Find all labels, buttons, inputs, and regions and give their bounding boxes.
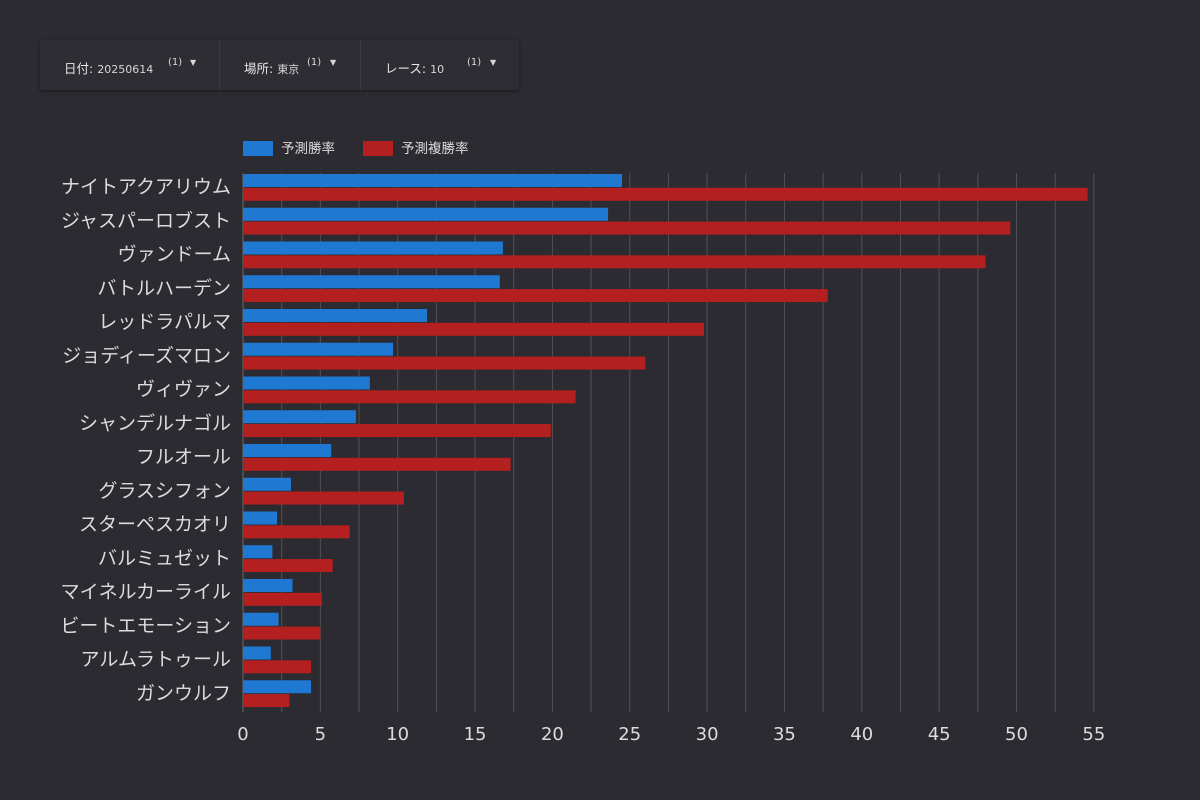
- date-filter-value: 20250614: [97, 63, 154, 76]
- x-tick-label: 5: [315, 724, 326, 745]
- x-tick-label: 35: [773, 724, 796, 745]
- legend-place-rate-swatch: [363, 141, 393, 156]
- win-rate-bar: [243, 612, 279, 626]
- place-rate-bar: [243, 559, 333, 573]
- venue-filter-value: 東京: [277, 63, 300, 76]
- date-filter-count: (1): [168, 57, 183, 68]
- win-rate-bar: [243, 477, 291, 491]
- win-rate-bar: [243, 680, 312, 694]
- category-label: スターペスカオリ: [79, 514, 231, 536]
- date-filter-label: 日付: 20250614: [64, 61, 154, 76]
- win-rate-bar: [243, 376, 370, 390]
- place-rate-bar: [243, 424, 551, 438]
- x-tick-label: 10: [386, 724, 409, 745]
- date-filter[interactable]: 日付: 20250614 (1) ▼: [40, 40, 220, 90]
- category-label: フルオール: [136, 446, 231, 468]
- place-rate-bar: [243, 322, 705, 336]
- chevron-down-icon: ▼: [490, 58, 497, 67]
- x-tick-label: 30: [696, 724, 719, 745]
- venue-filter-count: (1): [307, 57, 322, 68]
- x-tick-label: 40: [850, 724, 873, 745]
- chevron-down-icon: ▼: [190, 58, 197, 67]
- race-filter-count: (1): [467, 57, 482, 68]
- category-label: バルミュゼット: [98, 547, 231, 569]
- category-label: ジャスパーロブスト: [61, 209, 231, 232]
- win-rate-bar: [243, 174, 623, 187]
- place-rate-bar: [243, 660, 312, 674]
- category-label: レッドラパルマ: [98, 311, 231, 333]
- legend-win-rate-label: 予測勝率: [281, 140, 335, 157]
- place-rate-bar: [243, 491, 404, 505]
- place-rate-bar: [243, 187, 1088, 201]
- filter-bar: 日付: 20250614 (1) ▼ 場所: 東京 (1) ▼ レース: 10 …: [40, 40, 519, 90]
- category-label: マイネルカーライル: [61, 581, 231, 603]
- x-tick-label: 50: [1005, 724, 1028, 745]
- place-rate-bar: [243, 255, 986, 269]
- place-rate-bar: [243, 525, 350, 539]
- category-label: アルムラトゥール: [81, 649, 231, 671]
- win-rate-bar: [243, 511, 278, 525]
- category-label: バトルハーデン: [97, 277, 231, 299]
- win-rate-bar: [243, 207, 609, 221]
- category-label: グラスシフォン: [98, 480, 231, 502]
- venue-filter[interactable]: 場所: 東京 (1) ▼: [220, 40, 361, 90]
- place-rate-bar: [243, 626, 321, 640]
- x-tick-label: 55: [1082, 724, 1105, 745]
- venue-filter-label: 場所: 東京: [244, 61, 300, 76]
- category-label: ビートエモーション: [60, 615, 231, 637]
- x-tick-label: 45: [928, 724, 951, 745]
- place-rate-bar: [243, 694, 290, 708]
- win-rate-bar: [243, 410, 356, 424]
- x-tick-label: 25: [618, 724, 641, 745]
- chevron-down-icon: ▼: [330, 58, 337, 67]
- win-rate-bar: [243, 646, 271, 660]
- x-tick-label: 20: [541, 724, 564, 745]
- place-rate-bar: [243, 457, 511, 471]
- x-tick-label: 0: [237, 724, 248, 745]
- win-rate-bar: [243, 545, 273, 559]
- category-label: シャンデルナゴル: [79, 412, 231, 434]
- x-tick-label: 15: [464, 724, 487, 745]
- place-rate-bar: [243, 289, 828, 303]
- category-label: ナイトアクアリウム: [61, 176, 231, 198]
- category-label: ヴィヴァン: [136, 379, 231, 401]
- race-filter-value: 10: [430, 63, 445, 76]
- place-rate-bar: [243, 221, 1011, 235]
- category-label: ジョディーズマロン: [62, 345, 231, 367]
- place-rate-bar: [243, 592, 322, 606]
- race-filter[interactable]: レース: 10 (1) ▼: [361, 40, 519, 90]
- place-rate-bar: [243, 356, 646, 370]
- race-filter-label: レース: 10: [385, 61, 445, 76]
- win-rate-bar: [243, 579, 293, 592]
- category-label: ガンウルフ: [136, 682, 231, 704]
- win-rate-bar: [243, 275, 500, 289]
- win-rate-bar: [243, 309, 428, 322]
- place-rate-bar: [243, 390, 576, 404]
- category-label: ヴァンドーム: [118, 244, 231, 266]
- legend-win-rate-swatch: [243, 141, 273, 156]
- legend-place-rate-label: 予測複勝率: [401, 140, 469, 157]
- win-rate-bar: [243, 342, 394, 356]
- win-rate-bar: [243, 444, 332, 457]
- win-rate-bar: [243, 241, 503, 255]
